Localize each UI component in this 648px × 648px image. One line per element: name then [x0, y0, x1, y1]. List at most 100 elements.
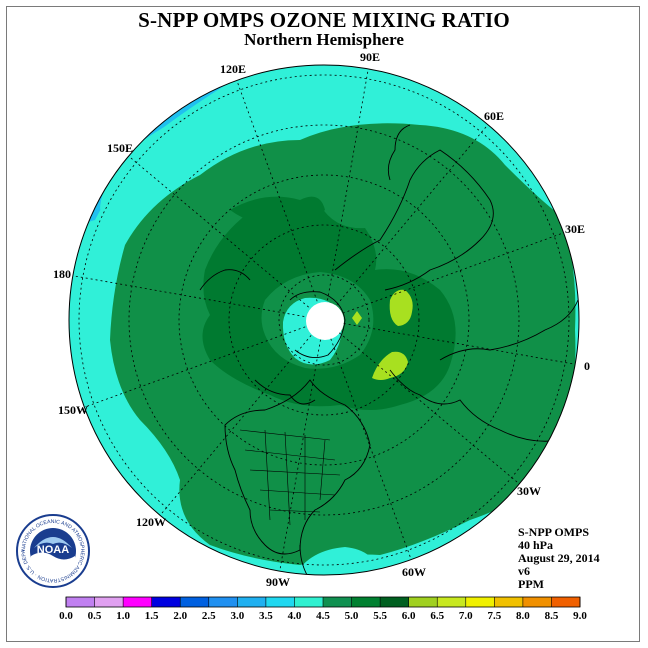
map-subtitle: Northern Hemisphere	[244, 30, 404, 49]
longitude-labels: 90E 60E 30E 0 30W 60W 90W 120W 150W 180 …	[53, 50, 590, 589]
logo-gull-icon	[34, 537, 72, 548]
colorbar-tick-label: 8.5	[545, 610, 559, 622]
meridian-line	[327, 68, 369, 301]
colorbar-tick-label: 0.5	[88, 610, 102, 622]
graticule	[72, 68, 576, 572]
hudson-coast	[254, 379, 316, 405]
colorbar-swatch	[294, 597, 324, 607]
lat-circle-80	[278, 274, 370, 366]
lon-label-150e: 150E	[107, 141, 133, 155]
lat-circle-70	[228, 224, 420, 416]
plot-frame	[6, 6, 640, 642]
colorbar-tick-label: 0.0	[59, 610, 73, 622]
colorbar-tick-label: 5.0	[345, 610, 359, 622]
lon-label-30w: 30W	[517, 484, 541, 498]
colorbar-swatch	[237, 597, 267, 607]
colorbar-tick-label: 1.0	[116, 610, 130, 622]
colorbar-swatch	[180, 597, 210, 607]
state-grid	[239, 429, 341, 526]
colorbar-swatch	[494, 597, 524, 607]
colorbar-tick-label: 5.5	[373, 610, 387, 622]
info-version: v6	[518, 564, 530, 578]
north-america-coast	[224, 379, 371, 555]
info-instrument: S-NPP OMPS	[518, 525, 589, 539]
meridian-line	[128, 155, 309, 308]
colorbar-tick-label: 2.0	[173, 610, 187, 622]
lon-label-0: 0	[584, 359, 590, 373]
lon-label-150w: 150W	[58, 403, 88, 417]
colorbar-swatch	[123, 597, 153, 607]
lon-label-60e: 60E	[484, 109, 504, 123]
meridian-line	[339, 332, 520, 485]
colorbar-tick-label: 7.5	[487, 610, 501, 622]
colorbar-swatch	[437, 597, 467, 607]
scandinavia-coast	[439, 299, 579, 361]
colorbar-swatch	[465, 597, 495, 607]
colorbar-tick-label: 6.0	[402, 610, 416, 622]
colorbar-swatch	[323, 597, 353, 607]
meridian-line	[72, 275, 305, 317]
coastlines	[199, 124, 579, 575]
pole-missing-data	[306, 302, 344, 340]
colorbar: 0.0 0.5 1.0 1.5 2.0 2.5 3.0 3.5 4.0 4.5 5.0 5.5 6.0 6…	[59, 596, 587, 622]
colorbar-swatch	[151, 597, 181, 607]
colorbar-tick-label: 8.0	[516, 610, 530, 622]
meridian-line	[279, 339, 321, 572]
us-state-borders	[239, 429, 341, 526]
lon-label-90w: 90W	[266, 575, 290, 589]
colorbar-swatch	[208, 597, 238, 607]
colorbar-tick-label: 7.0	[459, 610, 473, 622]
hemisphere-outline	[68, 64, 580, 576]
colorbar-tick-label: 2.5	[202, 610, 216, 622]
colorbar-tick-label: 6.5	[430, 610, 444, 622]
colorbar-tick-label: 3.5	[259, 610, 273, 622]
lon-label-30e: 30E	[565, 222, 585, 236]
info-date: August 29, 2014	[518, 551, 600, 565]
field-level-5-0b	[372, 351, 408, 380]
field-level-5-0c	[352, 311, 362, 325]
lon-label-120w: 120W	[136, 515, 166, 529]
alaska-coast	[199, 269, 251, 291]
meridian-line	[330, 338, 412, 560]
colorbar-swatch	[66, 597, 96, 607]
lat-circle-50	[128, 124, 520, 516]
lon-label-120e: 120E	[220, 62, 246, 76]
info-units: PPM	[518, 577, 544, 591]
colorbar-swatch	[380, 597, 410, 607]
lon-label-60w: 60W	[402, 565, 426, 579]
meridian-line	[159, 335, 312, 516]
colorbar-swatch	[265, 597, 295, 607]
asia-coast	[334, 149, 494, 291]
colorbar-swatch	[351, 597, 381, 607]
map-title: S-NPP OMPS OZONE MIXING RATIO	[138, 8, 510, 32]
meridian-line	[343, 323, 576, 365]
colorbar-tick-label: 3.0	[230, 610, 244, 622]
colorbar-tick-label: 9.0	[573, 610, 587, 622]
field-level-5-0a	[389, 289, 413, 326]
meridians	[72, 68, 576, 572]
kamchatka-coast	[387, 124, 411, 181]
ozone-field	[69, 65, 579, 575]
colorbar-tick-label: 1.5	[145, 610, 159, 622]
logo-text: NOAA	[37, 544, 69, 556]
colorbar-swatch	[551, 597, 581, 607]
info-pressure: 40 hPa	[518, 538, 554, 552]
logo-wave-icon	[31, 552, 75, 575]
field-level-4-5b	[335, 231, 372, 262]
lon-label-90e: 90E	[360, 50, 380, 64]
colorbar-tick-label: 4.5	[316, 610, 330, 622]
field-level-3-5c	[295, 547, 380, 575]
lat-circle-60	[178, 174, 470, 466]
meridian-line	[342, 232, 564, 314]
central-america-coast	[299, 544, 331, 575]
meridian-line	[336, 124, 489, 305]
field-level-4-5c	[230, 196, 325, 226]
lat-circle-40	[78, 74, 570, 566]
colorbar-swatch	[408, 597, 438, 607]
greenland-coast	[289, 291, 346, 359]
colorbar-swatch	[522, 597, 552, 607]
colorbar-tick-label: 4.0	[288, 610, 302, 622]
meridian-line	[84, 326, 306, 408]
lon-label-180: 180	[53, 267, 71, 281]
meridian-line	[236, 80, 318, 302]
